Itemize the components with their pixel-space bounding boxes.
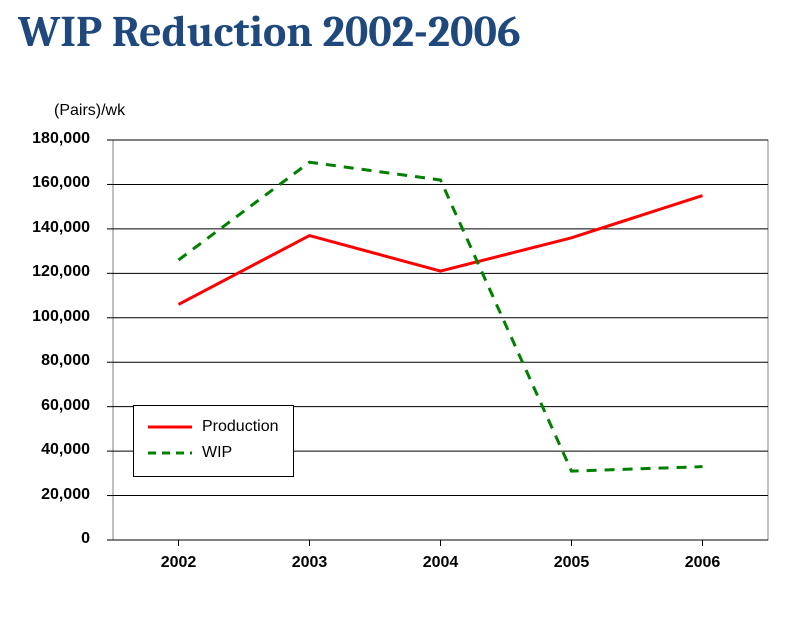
y-tick-label: 140,000 (18, 219, 90, 237)
x-tick-label: 2006 (673, 554, 733, 572)
y-tick-label: 160,000 (18, 174, 90, 192)
y-tick-label: 60,000 (18, 397, 90, 415)
y-tick-label: 120,000 (18, 263, 90, 281)
legend-swatch-production (148, 417, 192, 437)
legend-swatch-wip (148, 443, 192, 463)
y-tick-label: 80,000 (18, 352, 90, 370)
legend-label-production: Production (202, 418, 279, 436)
y-tick-label: 20,000 (18, 486, 90, 504)
legend: Production WIP (133, 405, 294, 477)
legend-label-wip: WIP (202, 444, 232, 462)
y-tick-label: 100,000 (18, 308, 90, 326)
y-tick-label: 180,000 (18, 130, 90, 148)
chart-svg (18, 90, 791, 600)
legend-item-wip: WIP (148, 440, 279, 466)
y-tick-label: 40,000 (18, 441, 90, 459)
x-tick-label: 2003 (280, 554, 340, 572)
chart-container: (Pairs)/wk 020,00040,00060,00080,000100,… (18, 90, 791, 600)
x-tick-label: 2004 (411, 554, 471, 572)
page-title: WIP Reduction 2002-2006 (18, 6, 521, 57)
legend-item-production: Production (148, 414, 279, 440)
y-tick-label: 0 (18, 530, 90, 548)
x-tick-label: 2002 (149, 554, 209, 572)
x-tick-label: 2005 (542, 554, 602, 572)
page: WIP Reduction 2002-2006 (Pairs)/wk 020,0… (0, 0, 809, 619)
